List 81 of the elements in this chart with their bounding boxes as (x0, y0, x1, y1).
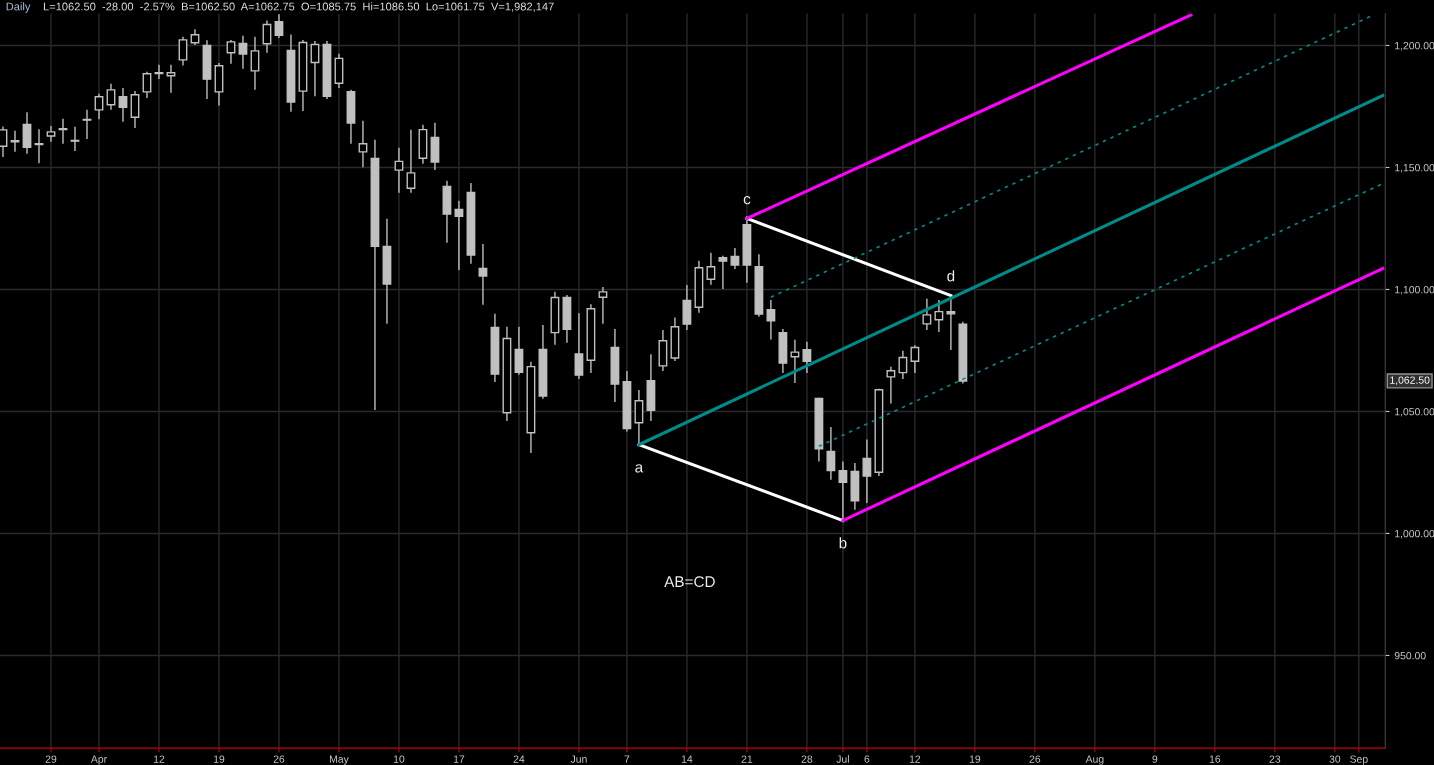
candlestick (922, 298, 932, 330)
y-tick-label: 1,050.00 (1395, 407, 1434, 417)
candlestick (238, 35, 248, 69)
chart-subtitle: L=1062.50 -28.00 -2.57% B=1062.50 A=1062.75 O=1085.75 Hi=1086.50 Lo=1061.75 V=1,982,147 (43, 2, 554, 12)
x-tick-label: Sep (1350, 755, 1368, 765)
x-tick-label: 24 (513, 755, 525, 763)
candlestick (22, 112, 32, 154)
x-tick-label: 10 (393, 755, 405, 763)
candlestick (106, 83, 116, 110)
candlestick (178, 36, 188, 66)
x-tick-label: 7 (624, 755, 630, 763)
candlestick (70, 126, 80, 152)
x-tick-label: 16 (1209, 755, 1221, 763)
chart-title: Daily (6, 2, 31, 13)
x-tick-label: 17 (453, 755, 465, 763)
y-tick-label: 1,150.00 (1395, 163, 1434, 173)
x-tick-label: Jun (570, 755, 587, 763)
candlestick (0, 126, 8, 157)
candlestick (130, 90, 140, 128)
candlestick (250, 36, 260, 90)
candlestick (634, 390, 644, 446)
x-tick-label: 28 (801, 755, 813, 763)
y-tick-label: 1,200.00 (1395, 41, 1434, 51)
candlestick (94, 93, 104, 120)
x-tick-label: 12 (909, 755, 921, 763)
text: 1,062.50 (1390, 376, 1430, 385)
x-tick-label: 26 (273, 755, 285, 763)
candlestick (574, 313, 584, 379)
candlestick (514, 326, 524, 375)
candlestick (118, 87, 128, 122)
candlestick (946, 299, 956, 350)
candlestick (454, 200, 464, 270)
candlestick (682, 285, 692, 330)
candlestick (46, 126, 56, 142)
candlestick (154, 64, 164, 79)
candlestick (934, 300, 944, 332)
x-tick-label: Aug (1085, 755, 1104, 765)
x-tick-label: 19 (213, 755, 225, 763)
data-label: a (635, 464, 644, 473)
x-tick-label: 29 (45, 755, 57, 763)
candlestick (10, 130, 20, 152)
candlestick (406, 129, 416, 193)
x-tick-label: 9 (1152, 755, 1158, 763)
candlestick (886, 366, 896, 404)
candlestick (766, 300, 776, 340)
candlestick (478, 243, 488, 305)
data-label: b (839, 537, 847, 549)
candlestick (826, 427, 836, 480)
data-label: c (743, 195, 751, 205)
candlestick (226, 39, 236, 64)
candlestick (358, 120, 368, 168)
candlestick (598, 287, 608, 324)
candlestick (82, 109, 92, 139)
candlestick (790, 339, 800, 383)
x-tick-label: 23 (1269, 755, 1281, 763)
x-tick-label: Jul (836, 755, 849, 763)
candlestick (274, 14, 284, 38)
candlestick (838, 461, 848, 522)
candlestick (898, 350, 908, 379)
x-tick-label: 30 (1329, 755, 1341, 763)
candlestick (706, 252, 716, 285)
data-label: d (947, 270, 955, 282)
x-tick-label: 19 (969, 755, 981, 763)
candlestick (394, 147, 404, 193)
y-tick-label: 950.00 (1394, 651, 1426, 660)
x-tick-label: 21 (741, 755, 753, 763)
candlestick (862, 439, 872, 503)
y-tick-label: 1,100.00 (1395, 285, 1434, 295)
x-tick-label: Apr (90, 755, 107, 765)
x-tick-label: 12 (153, 755, 165, 763)
candlestick (730, 248, 740, 269)
annotation: AB=CD (664, 576, 715, 588)
x-tick-label: May (329, 755, 349, 765)
y-tick-label: 1,000.00 (1395, 529, 1434, 539)
candlestick (910, 345, 920, 373)
x-tick-label: 6 (864, 755, 870, 763)
x-tick-label: 14 (681, 755, 693, 763)
x-tick-label: 26 (1029, 755, 1041, 763)
candlestick (802, 341, 812, 373)
candlestick (142, 71, 152, 98)
candlestick (718, 255, 728, 289)
